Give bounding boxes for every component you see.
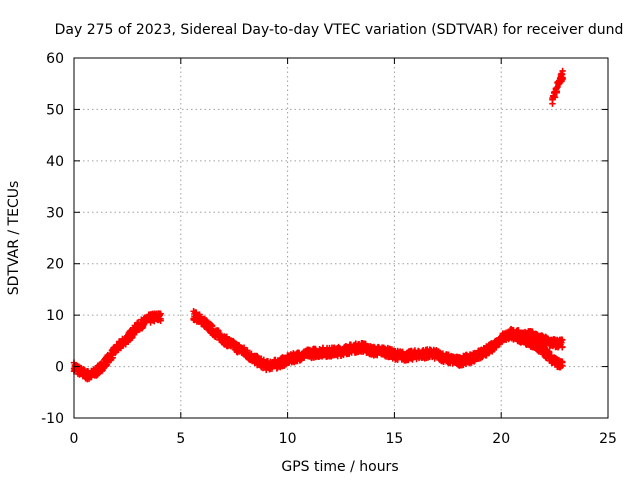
x-tick-label: 25 bbox=[599, 431, 617, 447]
x-tick-label: 10 bbox=[279, 431, 297, 447]
y-tick-label: 20 bbox=[46, 257, 64, 273]
data-point bbox=[559, 67, 566, 75]
y-tick-label: 0 bbox=[55, 360, 64, 376]
data-point bbox=[551, 94, 559, 101]
data-point bbox=[102, 362, 110, 370]
data-point bbox=[362, 341, 369, 349]
data-point bbox=[208, 322, 216, 329]
data-points bbox=[70, 67, 566, 383]
y-tick-label: 40 bbox=[46, 154, 64, 170]
data-point bbox=[559, 336, 566, 343]
data-point bbox=[549, 100, 556, 107]
x-axis-label: GPS time / hours bbox=[281, 459, 398, 475]
axis-ticks: 0 5 10 15 20 25 -10 0 10 20 30 40 50 60 bbox=[41, 51, 617, 447]
data-point bbox=[340, 351, 347, 359]
x-tick-label: 5 bbox=[176, 431, 185, 447]
data-point bbox=[545, 348, 553, 355]
x-tick-label: 0 bbox=[70, 431, 79, 447]
grid-lines bbox=[74, 58, 608, 418]
data-point bbox=[559, 344, 566, 351]
data-point bbox=[157, 315, 164, 323]
y-tick-label: 50 bbox=[46, 102, 64, 118]
data-point bbox=[559, 75, 566, 83]
y-axis-label: SDTVAR / TECUs bbox=[6, 181, 22, 296]
x-tick-label: 15 bbox=[385, 431, 403, 447]
plot-frame bbox=[73, 57, 609, 419]
data-point bbox=[559, 359, 566, 366]
x-tick-label: 20 bbox=[492, 431, 510, 447]
y-tick-label: 30 bbox=[46, 205, 64, 221]
y-tick-label: -10 bbox=[41, 411, 64, 427]
y-tick-label: 10 bbox=[46, 308, 64, 324]
chart-title: Day 275 of 2023, Sidereal Day-to-day VTE… bbox=[55, 22, 624, 38]
data-point bbox=[553, 87, 560, 95]
data-point bbox=[109, 354, 116, 361]
y-tick-label: 60 bbox=[46, 51, 64, 67]
